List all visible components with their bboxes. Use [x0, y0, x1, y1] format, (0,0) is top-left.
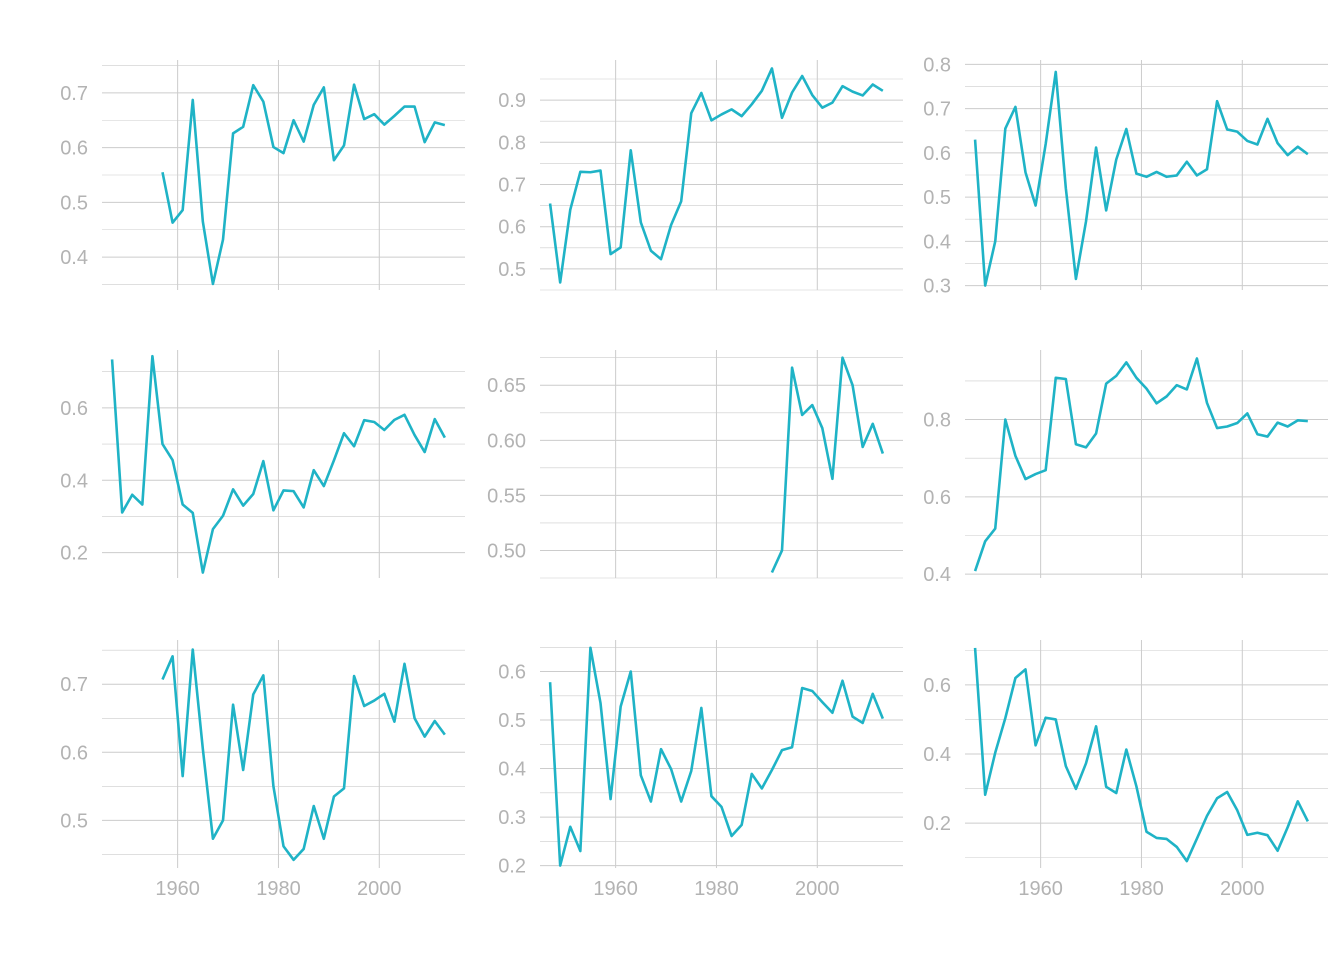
y-tick-label: 0.6 — [923, 143, 951, 165]
panel-row-1-col-1: 0.4 0.5 0.6 0.7 — [60, 60, 465, 290]
x-tick-label: 2000 — [795, 878, 840, 900]
panel-row-2-col-1: 0.2 0.4 0.6 — [60, 350, 465, 578]
y-tick-label: 0.4 — [923, 744, 951, 766]
series-line — [161, 83, 446, 286]
y-tick-label: 0.7 — [60, 83, 88, 105]
series-line — [973, 70, 1309, 287]
y-tick-label: 0.6 — [498, 662, 526, 684]
y-tick-label: 0.2 — [498, 856, 526, 878]
y-tick-label: 0.6 — [60, 742, 88, 764]
x-tick-label: 2000 — [1220, 878, 1265, 900]
y-tick-label: 0.9 — [498, 90, 526, 112]
x-tick-label: 1960 — [155, 878, 200, 900]
y-tick-label: 0.5 — [60, 192, 88, 214]
panel-row-3-col-3: 0.2 0.4 0.6 1960 1980 2000 — [923, 640, 1328, 900]
y-tick-label: 0.6 — [923, 487, 951, 509]
panel-row-3-col-2: 0.2 0.3 0.4 0.5 0.6 1960 1980 2000 — [498, 640, 903, 900]
y-tick-label: 0.3 — [498, 807, 526, 829]
y-tick-label: 0.8 — [923, 410, 951, 432]
y-tick-label: 0.6 — [498, 217, 526, 239]
y-tick-label: 0.55 — [487, 485, 526, 507]
y-tick-label: 0.2 — [60, 543, 88, 565]
x-tick-label: 1960 — [593, 878, 638, 900]
series-line — [161, 648, 446, 862]
x-tick-label: 1960 — [1018, 878, 1063, 900]
series-line — [548, 646, 885, 867]
y-tick-label: 0.6 — [60, 398, 88, 420]
panel-row-3-col-1: 0.5 0.6 0.7 1960 1980 2000 — [60, 640, 465, 900]
panel-row-1-col-2: 0.5 0.6 0.7 0.8 0.9 — [498, 60, 903, 291]
y-tick-label: 0.4 — [923, 231, 951, 253]
y-tick-label: 0.7 — [60, 674, 88, 696]
y-tick-label: 0.5 — [498, 710, 526, 732]
y-tick-label: 0.5 — [923, 187, 951, 209]
y-tick-label: 0.60 — [487, 430, 526, 452]
y-tick-label: 0.4 — [60, 470, 88, 492]
y-tick-label: 0.7 — [498, 174, 526, 196]
series-line — [548, 67, 884, 284]
y-tick-label: 0.4 — [923, 564, 951, 586]
series-line — [770, 356, 885, 574]
series-line — [973, 357, 1308, 572]
x-tick-label: 1980 — [694, 878, 739, 900]
x-tick-label: 1980 — [1119, 878, 1164, 900]
y-tick-label: 0.6 — [923, 675, 951, 697]
series-line — [973, 647, 1309, 863]
x-tick-label: 1980 — [256, 878, 301, 900]
y-tick-label: 0.4 — [60, 247, 88, 269]
y-tick-label: 0.7 — [923, 99, 951, 121]
y-tick-label: 0.50 — [487, 540, 526, 562]
series-line — [110, 354, 446, 574]
panel-row-2-col-2: 0.50 0.55 0.60 0.65 — [487, 350, 903, 579]
y-tick-label: 0.8 — [923, 54, 951, 76]
y-tick-label: 0.3 — [923, 276, 951, 298]
panel-row-1-col-3: 0.3 0.4 0.5 0.6 0.7 0.8 — [923, 54, 1328, 298]
y-tick-label: 0.65 — [487, 375, 526, 397]
y-tick-label: 0.6 — [60, 138, 88, 160]
y-tick-label: 0.8 — [498, 132, 526, 154]
y-tick-label: 0.5 — [498, 259, 526, 281]
y-tick-label: 0.2 — [923, 813, 951, 835]
y-tick-label: 0.4 — [498, 759, 526, 781]
x-tick-label: 2000 — [357, 878, 402, 900]
y-tick-label: 0.5 — [60, 810, 88, 832]
panel-row-2-col-3: 0.4 0.6 0.8 — [923, 350, 1328, 586]
